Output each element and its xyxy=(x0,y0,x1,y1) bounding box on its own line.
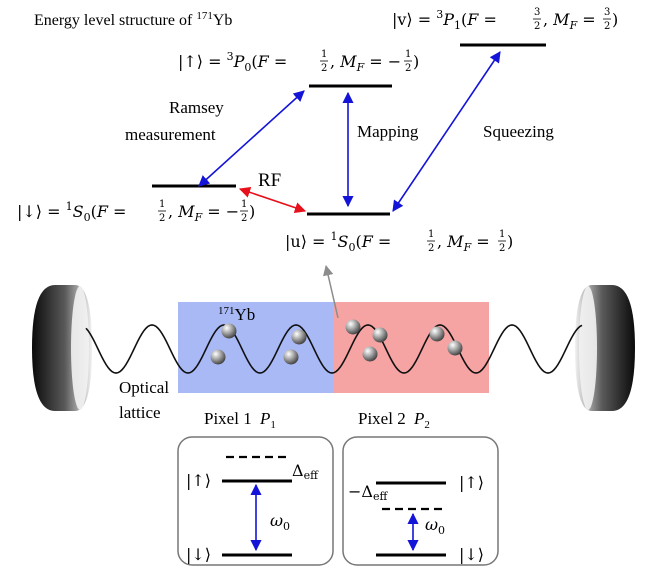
svg-text:|↑⟩ = 3P0(F =: |↑⟩ = 3P0(F = xyxy=(178,50,287,74)
atom xyxy=(429,326,445,342)
level-down-label: |↓⟩ = 1S0(F = 1 2 , MF = − 1 2 ) xyxy=(17,199,255,224)
svg-text:1: 1 xyxy=(321,49,327,60)
svg-text:2: 2 xyxy=(499,243,505,254)
optical-lattice-label: Optical xyxy=(119,378,169,397)
svg-text:, MF =: , MF = xyxy=(437,232,490,254)
pixel-1-down-ket: |↓⟩ xyxy=(186,545,211,564)
svg-text:2: 2 xyxy=(159,213,165,224)
rf-arrow xyxy=(238,186,307,214)
pixel-1-box: |↑⟩ |↓⟩ Δeff ω0 xyxy=(177,436,334,566)
atom-species-label: 171Yb xyxy=(218,305,255,324)
pixel-2-box: |↑⟩ |↓⟩ −Δeff ω0 xyxy=(342,436,499,566)
level-up-label: |↑⟩ = 3P0(F = 1 2 , MF = − 1 2 ) xyxy=(178,49,419,74)
svg-text:2: 2 xyxy=(405,63,411,74)
optical-lattice-wave xyxy=(85,324,583,374)
atom xyxy=(372,327,388,343)
svg-text:1: 1 xyxy=(159,199,165,210)
svg-text:1: 1 xyxy=(499,229,505,240)
pixel-1-region xyxy=(178,302,333,393)
optical-lattice-label-line2: lattice xyxy=(119,403,161,422)
svg-text:2: 2 xyxy=(321,63,327,74)
svg-text:): ) xyxy=(612,10,618,29)
svg-text:, MF = −: , MF = − xyxy=(168,202,239,224)
svg-text:3: 3 xyxy=(604,7,610,18)
pixel-2-freq-label: ω0 xyxy=(425,515,445,537)
atom xyxy=(447,340,463,356)
ramsey-arrow xyxy=(198,90,305,187)
svg-text:1: 1 xyxy=(405,49,411,60)
svg-text:|v⟩ = 3P1(F =: |v⟩ = 3P1(F = xyxy=(392,8,497,32)
diagram-title: Energy level structure of 171Yb xyxy=(34,10,232,29)
svg-text:): ) xyxy=(249,202,255,221)
atom xyxy=(345,319,361,335)
svg-text:|u⟩ = 1S0(F =: |u⟩ = 1S0(F = xyxy=(285,230,391,254)
atom xyxy=(291,329,307,345)
svg-text:|↓⟩ = 1S0(F =: |↓⟩ = 1S0(F = xyxy=(17,200,126,224)
pixel-2-shift-label: −Δeff xyxy=(348,482,388,503)
pixel-1-up-ket: |↑⟩ xyxy=(186,471,211,490)
svg-text:): ) xyxy=(507,232,513,251)
zoom-arrow xyxy=(323,264,339,319)
svg-text:2: 2 xyxy=(241,213,247,224)
atom xyxy=(210,349,226,365)
svg-text:, MF =: , MF = xyxy=(543,10,596,32)
pixel-2-down-ket: |↓⟩ xyxy=(459,545,484,564)
mapping-label: Mapping xyxy=(357,122,419,141)
pixel-1-label: Pixel 1 P1 xyxy=(204,409,276,431)
atom xyxy=(283,349,299,365)
pixel-2-label: Pixel 2 P2 xyxy=(358,409,430,431)
svg-text:2: 2 xyxy=(534,21,540,32)
level-u-label: |u⟩ = 1S0(F = 1 2 , MF = 1 2 ) xyxy=(285,229,513,254)
rf-label: RF xyxy=(258,170,281,191)
squeezing-arrow xyxy=(392,51,501,212)
pixel-1-freq-label: ω0 xyxy=(270,511,290,533)
level-v-label: |v⟩ = 3P1(F = 3 2 , MF = 3 2 ) xyxy=(392,7,618,32)
svg-text:3: 3 xyxy=(534,7,540,18)
ramsey-label: Ramsey xyxy=(169,98,224,117)
squeezing-label: Squeezing xyxy=(483,122,554,141)
atoms xyxy=(210,319,463,365)
svg-text:2: 2 xyxy=(428,243,434,254)
svg-text:): ) xyxy=(413,52,419,71)
svg-text:1: 1 xyxy=(241,199,247,210)
atom xyxy=(362,346,378,362)
svg-text:1: 1 xyxy=(428,229,434,240)
pixel-2-up-ket: |↑⟩ xyxy=(459,473,484,492)
svg-text:, MF = −: , MF = − xyxy=(330,52,401,74)
svg-text:2: 2 xyxy=(604,21,610,32)
pixel-1-shift-label: Δeff xyxy=(292,461,319,482)
ramsey-label-line2: measurement xyxy=(125,125,216,144)
pixel-2-region xyxy=(333,302,489,393)
atom xyxy=(221,323,237,339)
